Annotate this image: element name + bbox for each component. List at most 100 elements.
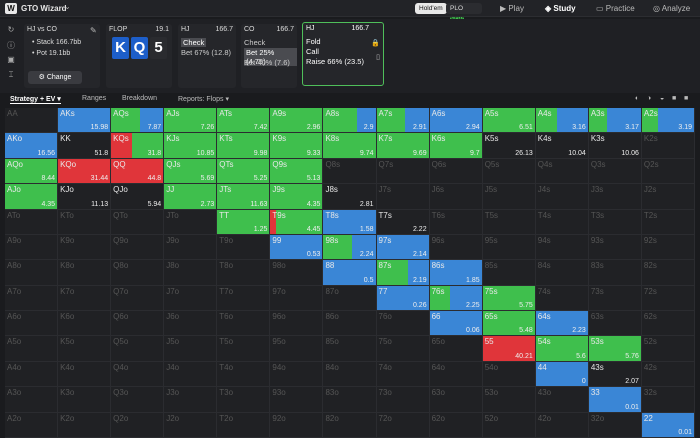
hand-cell[interactable]: A4s 3.16 xyxy=(535,108,589,134)
hand-cell[interactable]: T7o xyxy=(217,285,271,312)
hand-cell[interactable]: AKs 15.98 xyxy=(58,108,112,134)
game-tab-holdem[interactable]: Hold'em xyxy=(415,3,447,14)
action-check[interactable]: Check xyxy=(244,38,266,47)
hand-cell[interactable]: A8s 2.9 xyxy=(323,108,377,134)
hand-cell[interactable]: JTo xyxy=(164,209,218,235)
hand-cell[interactable]: T3o xyxy=(217,387,271,413)
hand-cell[interactable]: 98o xyxy=(270,260,324,286)
hand-cell[interactable]: 63o xyxy=(429,387,483,413)
hand-cell[interactable]: 53s 5.76 xyxy=(588,336,642,362)
tab-breakdown[interactable]: Breakdown xyxy=(122,95,158,102)
hand-cell[interactable]: 75o xyxy=(376,336,430,362)
hand-cell[interactable]: 96s xyxy=(429,234,483,261)
hand-cell[interactable]: 92o xyxy=(270,412,324,438)
hand-cell[interactable]: 55 40.21 xyxy=(482,336,536,362)
hand-cell[interactable]: A2s 3.19 xyxy=(641,108,695,134)
hand-cell[interactable]: J2s xyxy=(641,184,695,210)
hand-cell[interactable]: A3o xyxy=(5,387,59,413)
hand-cell[interactable]: Q6o xyxy=(111,311,165,337)
hand-cell[interactable]: K7s 9.69 xyxy=(376,133,430,159)
hand-cell[interactable]: K9s 9.33 xyxy=(270,133,324,159)
hand-cell[interactable]: A5o xyxy=(5,336,59,362)
hand-cell[interactable]: A7o xyxy=(5,285,59,312)
hand-cell[interactable]: J6o xyxy=(164,311,218,337)
hand-cell[interactable]: 52s xyxy=(641,336,695,362)
hand-cell[interactable]: J4o xyxy=(164,361,218,388)
hand-cell[interactable]: ATs 7.42 xyxy=(217,108,271,134)
hand-cell[interactable]: J5s xyxy=(482,184,536,210)
hand-cell[interactable]: 43s 2.07 xyxy=(588,361,642,388)
info-icon[interactable]: ⓘ xyxy=(7,41,15,50)
hand-cell[interactable]: 84s xyxy=(535,260,589,286)
hand-cell[interactable]: 65o xyxy=(429,336,483,362)
logo[interactable]: W xyxy=(5,3,17,14)
hand-cell[interactable]: J8s 2.81 xyxy=(323,184,377,210)
flop-box[interactable]: FLOP 19.1 K Q 5 xyxy=(106,24,172,88)
reset-icon[interactable]: ↻ xyxy=(7,25,15,34)
hand-cell[interactable]: J9s 4.35 xyxy=(270,184,324,210)
hand-cell[interactable]: T8o xyxy=(217,260,271,286)
hand-cell[interactable]: J7o xyxy=(164,285,218,312)
hand-cell[interactable]: K6o xyxy=(58,311,112,337)
hand-cell[interactable]: KQs 31.8 xyxy=(111,133,165,159)
action-bet-25[interactable]: Bet 25% (4.75) xyxy=(244,48,297,66)
hand-cell[interactable]: TT 1.25 xyxy=(217,209,271,235)
hand-cell[interactable]: 64s 2.23 xyxy=(535,311,589,337)
hand-cell[interactable]: A6o xyxy=(5,311,59,337)
hand-cell[interactable]: 85s xyxy=(482,260,536,286)
hand-cell[interactable]: 22 0.01 xyxy=(641,412,695,438)
hand-cell[interactable]: 97s 2.14 xyxy=(376,234,430,261)
hand-cell[interactable]: 42s xyxy=(641,361,695,388)
hand-cell[interactable]: 82o xyxy=(323,412,377,438)
hand-cell[interactable]: KK 51.8 xyxy=(58,133,112,159)
filter-icon[interactable]: ⌶ xyxy=(8,70,14,79)
hand-cell[interactable]: 87s 2.19 xyxy=(376,260,430,286)
hand-cell[interactable]: 54o xyxy=(482,361,536,388)
action-node-hj-current[interactable]: HJ 166.7 Fold Call Raise 66% (23.5) 🔒 ▯ xyxy=(302,22,384,86)
hand-cell[interactable]: 83s xyxy=(588,260,642,286)
hand-cell[interactable]: 74s xyxy=(535,285,589,312)
hand-cell[interactable]: J4s xyxy=(535,184,589,210)
hand-cell[interactable]: QJs 5.69 xyxy=(164,158,218,185)
hand-cell[interactable]: 84o xyxy=(323,361,377,388)
hand-cell[interactable]: 93o xyxy=(270,387,324,413)
hand-cell[interactable]: 82s xyxy=(641,260,695,286)
hand-cell[interactable]: A4o xyxy=(5,361,59,388)
hand-cell[interactable]: 85o xyxy=(323,336,377,362)
hand-cell[interactable]: AA xyxy=(5,108,59,134)
hand-cell[interactable]: K7o xyxy=(58,285,112,312)
action-node-co[interactable]: CO 166.7 Check Bet 25% (4.75) Bet 40% (7… xyxy=(241,24,297,88)
tab-reports[interactable]: Reports: Flops ▾ xyxy=(178,96,229,103)
hand-cell[interactable]: J3o xyxy=(164,387,218,413)
hand-cell[interactable]: 96o xyxy=(270,311,324,337)
hand-cell[interactable]: Q5s xyxy=(482,158,536,185)
hand-cell[interactable]: 94o xyxy=(270,361,324,388)
view-mode-icon[interactable]: ■ xyxy=(672,95,677,102)
hand-cell[interactable]: 42o xyxy=(535,412,589,438)
hand-cell[interactable]: JTs 11.63 xyxy=(217,184,271,210)
hand-cell[interactable]: T3s xyxy=(588,209,642,235)
hand-cell[interactable]: Q4o xyxy=(111,361,165,388)
hand-cell[interactable]: T4s xyxy=(535,209,589,235)
hand-cell[interactable]: 63s xyxy=(588,311,642,337)
hand-cell[interactable]: K8s 9.74 xyxy=(323,133,377,159)
hand-cell[interactable]: K9o xyxy=(58,234,112,261)
hand-cell[interactable]: AJo 4.35 xyxy=(5,184,59,210)
hand-cell[interactable]: A7s 2.91 xyxy=(376,108,430,134)
nav-analyze[interactable]: ◎ Analyze xyxy=(653,3,690,14)
hand-cell[interactable]: T8s 1.58 xyxy=(323,209,377,235)
hand-cell[interactable]: KJo 11.13 xyxy=(58,184,112,210)
hand-cell[interactable]: 62s xyxy=(641,311,695,337)
hand-cell[interactable]: Q2o xyxy=(111,412,165,438)
hand-cell[interactable]: KTs 9.98 xyxy=(217,133,271,159)
hand-cell[interactable]: A6s 2.94 xyxy=(429,108,483,134)
hand-cell[interactable]: K3s 10.06 xyxy=(588,133,642,159)
game-tab-plo[interactable]: PLO NEW xyxy=(446,3,482,23)
action-call[interactable]: Call xyxy=(306,47,319,56)
hand-cell[interactable]: AJs 7.26 xyxy=(164,108,218,134)
hand-cell[interactable]: 98s 2.24 xyxy=(323,234,377,261)
hand-cell[interactable]: K2o xyxy=(58,412,112,438)
action-raise[interactable]: Raise 66% (23.5) xyxy=(306,57,364,66)
action-node-hj[interactable]: HJ 166.7 Check Bet 67% (12.8) xyxy=(178,24,236,88)
hand-cell[interactable]: A8o xyxy=(5,260,59,286)
